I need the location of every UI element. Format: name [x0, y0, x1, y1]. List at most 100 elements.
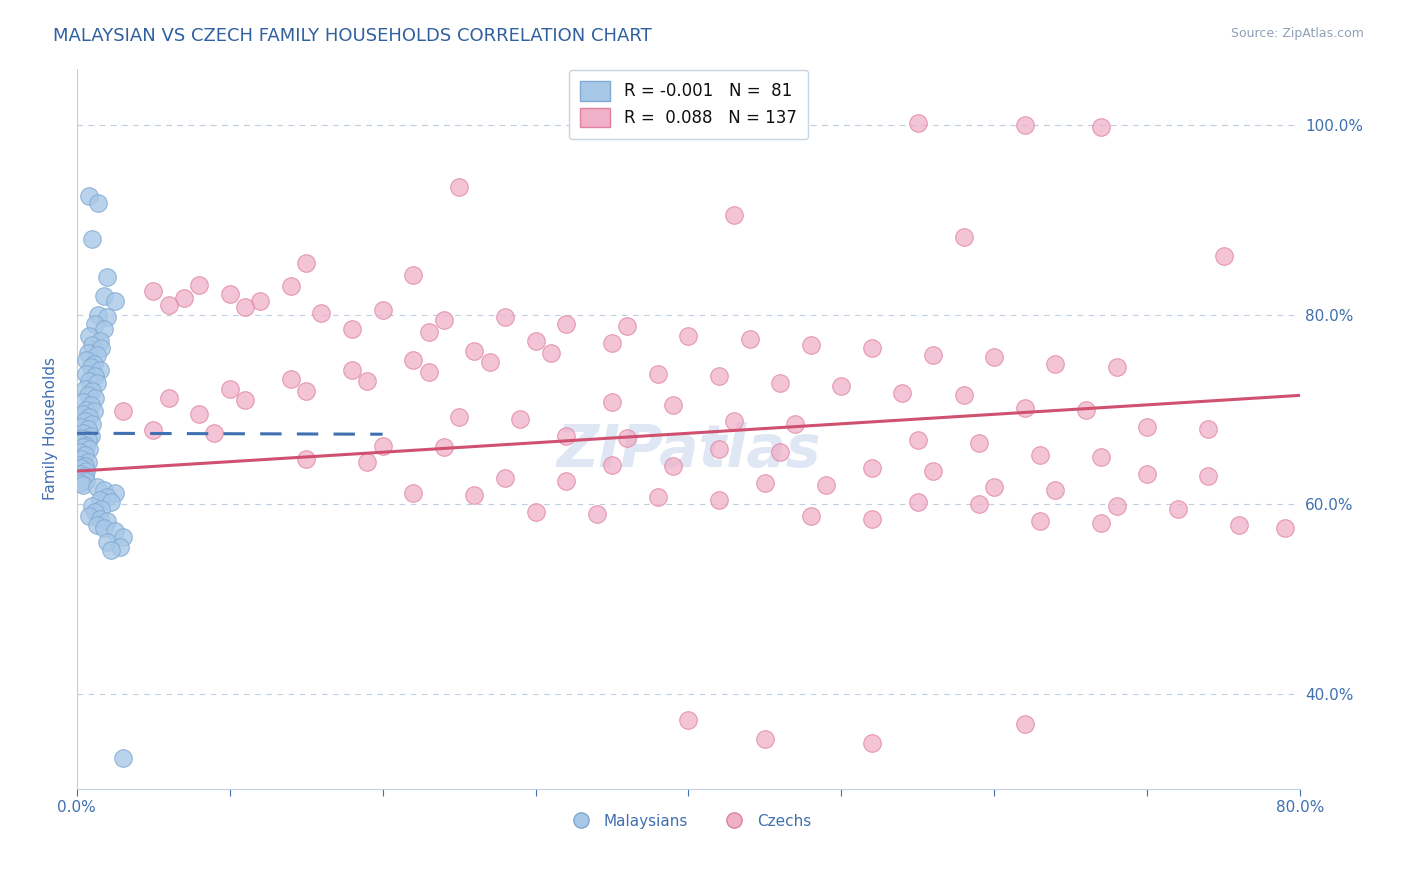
- Point: [707, 442, 730, 457]
- Point: [75, 367, 97, 381]
- Point: [104, 524, 127, 538]
- Point: [72, 426, 94, 441]
- Point: [967, 435, 990, 450]
- Point: [907, 116, 929, 130]
- Point: [600, 395, 623, 409]
- Point: [402, 486, 425, 500]
- Legend: Malaysians, Czechs: Malaysians, Czechs: [560, 807, 817, 835]
- Text: MALAYSIAN VS CZECH FAMILY HOUSEHOLDS CORRELATION CHART: MALAYSIAN VS CZECH FAMILY HOUSEHOLDS COR…: [53, 27, 652, 45]
- Point: [1136, 419, 1159, 434]
- Point: [1029, 448, 1052, 462]
- Point: [218, 382, 240, 396]
- Point: [600, 458, 623, 472]
- Point: [82, 499, 104, 513]
- Point: [891, 385, 914, 400]
- Point: [218, 287, 240, 301]
- Point: [82, 384, 104, 398]
- Point: [76, 421, 98, 435]
- Point: [922, 348, 945, 362]
- Point: [76, 455, 98, 469]
- Point: [69, 435, 91, 450]
- Point: [96, 535, 118, 549]
- Point: [983, 351, 1005, 365]
- Point: [100, 542, 122, 557]
- Point: [72, 395, 94, 409]
- Point: [204, 426, 226, 441]
- Point: [540, 345, 562, 359]
- Point: [108, 540, 131, 554]
- Point: [82, 417, 104, 431]
- Point: [233, 393, 256, 408]
- Point: [555, 474, 578, 488]
- Point: [860, 341, 883, 355]
- Point: [77, 410, 100, 425]
- Point: [830, 379, 852, 393]
- Point: [815, 478, 838, 492]
- Point: [69, 445, 91, 459]
- Y-axis label: Family Households: Family Households: [44, 357, 58, 500]
- Point: [707, 369, 730, 384]
- Point: [1029, 514, 1052, 528]
- Point: [1090, 120, 1112, 135]
- Point: [70, 471, 93, 485]
- Point: [371, 303, 394, 318]
- Point: [84, 318, 107, 332]
- Point: [1274, 521, 1296, 535]
- Point: [82, 338, 104, 352]
- Point: [555, 318, 578, 332]
- Point: [96, 269, 118, 284]
- Point: [1074, 402, 1097, 417]
- Point: [647, 490, 669, 504]
- Point: [723, 208, 745, 222]
- Point: [89, 334, 111, 349]
- Point: [754, 732, 776, 747]
- Point: [494, 310, 516, 324]
- Point: [142, 284, 165, 298]
- Point: [952, 388, 974, 402]
- Point: [82, 232, 104, 246]
- Point: [111, 404, 134, 418]
- Point: [73, 469, 96, 483]
- Point: [87, 196, 110, 211]
- Point: [723, 414, 745, 428]
- Point: [93, 521, 115, 535]
- Point: [89, 363, 111, 377]
- Point: [356, 455, 378, 469]
- Point: [1045, 483, 1067, 497]
- Point: [983, 480, 1005, 494]
- Point: [70, 419, 93, 434]
- Point: [1197, 421, 1219, 435]
- Point: [449, 180, 471, 194]
- Point: [800, 338, 823, 352]
- Point: [233, 300, 256, 314]
- Point: [662, 459, 685, 474]
- Point: [96, 490, 118, 504]
- Point: [678, 328, 700, 343]
- Point: [662, 398, 685, 412]
- Point: [93, 483, 115, 497]
- Point: [295, 384, 318, 398]
- Point: [93, 322, 115, 336]
- Point: [73, 414, 96, 428]
- Point: [75, 464, 97, 478]
- Point: [84, 505, 107, 519]
- Point: [1197, 469, 1219, 483]
- Point: [72, 478, 94, 492]
- Point: [280, 279, 302, 293]
- Point: [647, 367, 669, 381]
- Point: [111, 531, 134, 545]
- Point: [1090, 516, 1112, 531]
- Point: [1014, 401, 1036, 415]
- Point: [188, 407, 211, 421]
- Point: [86, 348, 108, 362]
- Point: [860, 461, 883, 475]
- Point: [188, 277, 211, 292]
- Point: [769, 376, 792, 390]
- Point: [84, 391, 107, 405]
- Point: [600, 336, 623, 351]
- Point: [754, 476, 776, 491]
- Point: [1227, 518, 1250, 533]
- Point: [1105, 359, 1128, 374]
- Point: [295, 451, 318, 466]
- Text: Source: ZipAtlas.com: Source: ZipAtlas.com: [1230, 27, 1364, 40]
